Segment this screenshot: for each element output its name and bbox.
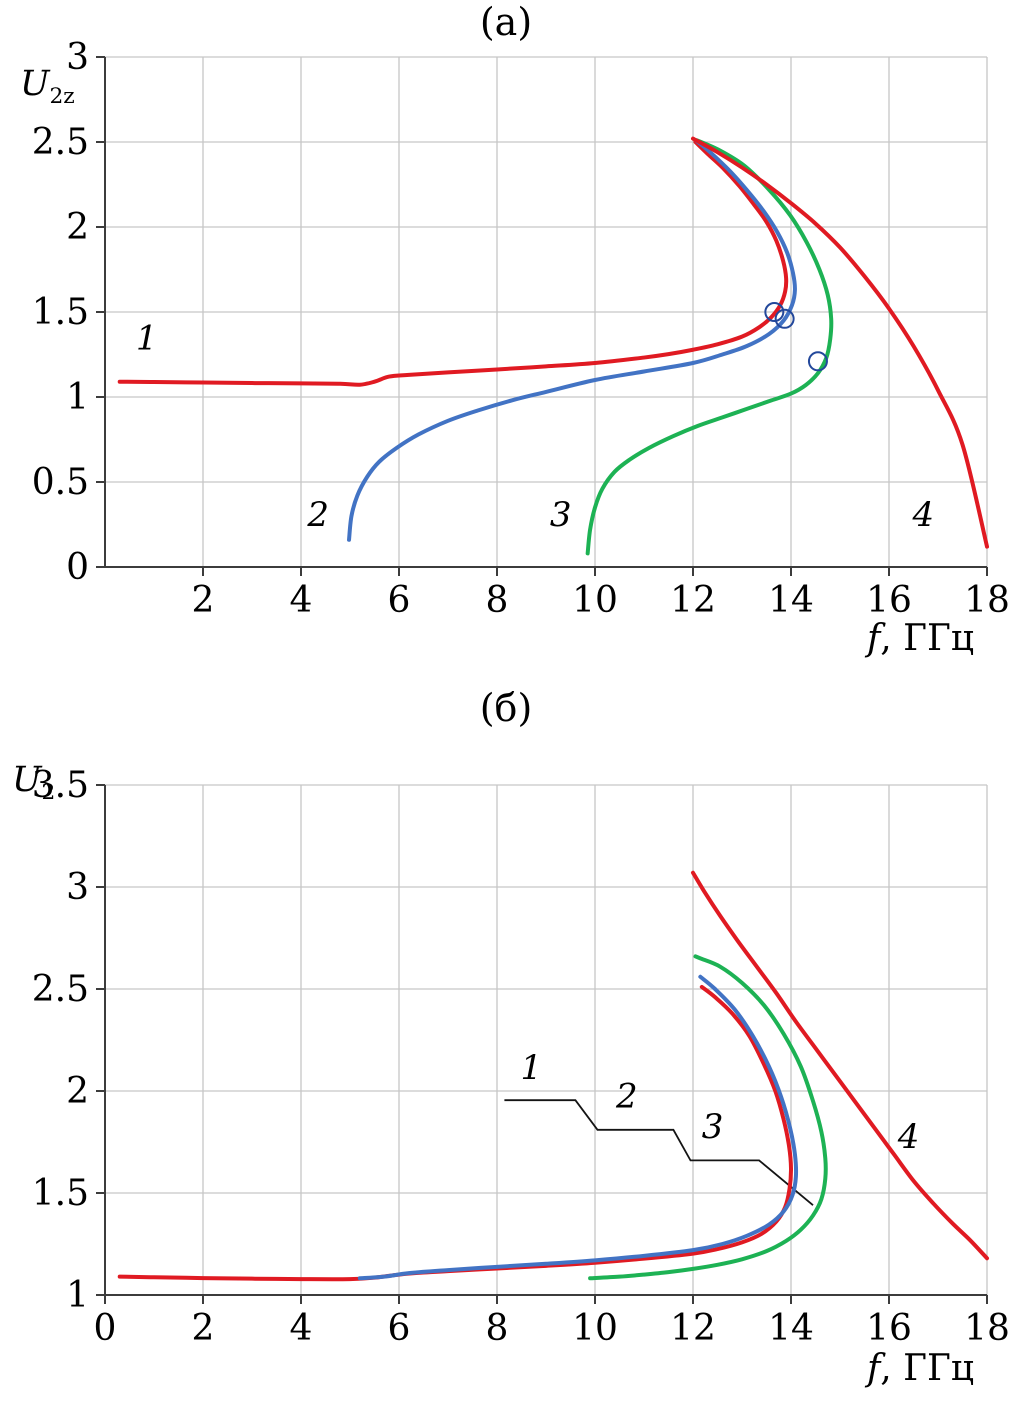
curve-number-label: 4	[897, 1117, 920, 1157]
x-tick-label: 8	[486, 580, 509, 621]
chart-a-block: 2 4 6 8 10 12 14 16 18 0 0.5 1 1.5 2 2.5 3 1 2 3 4 (а) U2z …	[0, 0, 1012, 660]
x-tick-label: 10	[572, 580, 618, 621]
x-tick-label: 18	[964, 1308, 1010, 1349]
chart-b-title: (б)	[479, 686, 533, 730]
x-tick-label: 16	[866, 1308, 912, 1349]
curve-number-label: 1	[520, 1048, 542, 1088]
x-tick-label: 0	[94, 1308, 117, 1349]
y-tick-label: 2	[66, 1071, 89, 1112]
x-tick-label: 14	[768, 1308, 814, 1349]
y-tick-label: 2.5	[32, 122, 89, 163]
x-tick-label: 8	[486, 1308, 509, 1349]
x-tick-label: 6	[388, 1308, 411, 1349]
series-curve-4	[691, 136, 989, 549]
curve-number-label: 1	[136, 318, 158, 358]
series-curve-4	[691, 870, 989, 1261]
curve-number-label: 2	[306, 495, 329, 535]
series-curve-3	[588, 954, 828, 1281]
x-tick-label: 6	[388, 580, 411, 621]
y-tick-label: 1.5	[32, 292, 89, 333]
x-tick-label: 18	[964, 580, 1010, 621]
x-label-symbol: f	[866, 618, 881, 659]
x-label-units: , ГГц	[880, 1348, 974, 1389]
chart-b-x-axis-label: f, ГГц	[867, 1348, 974, 1389]
x-tick-label: 12	[670, 1308, 716, 1349]
y-tick-label: 1.5	[32, 1173, 89, 1214]
y-tick-label: 0.5	[32, 462, 89, 503]
x-tick-label: 16	[866, 580, 912, 621]
data-point-circle-marker	[774, 308, 795, 329]
series-curve-2	[347, 138, 797, 542]
series-curve-3	[585, 138, 834, 556]
x-tick-label: 4	[290, 1308, 313, 1349]
series-curve-1	[117, 140, 789, 387]
y-tick-label: 1	[66, 377, 89, 418]
chart-b-y-axis-label: U2	[12, 760, 55, 805]
data-point-circle-marker	[764, 302, 785, 322]
x-tick-label: 2	[192, 580, 215, 621]
chart-a-title: (а)	[479, 0, 533, 44]
y-tick-label: 2.5	[32, 969, 89, 1010]
y-tick-label: 0	[66, 547, 89, 588]
y-label-symbol: U	[20, 64, 50, 104]
chart-b-block: 0 2 4 6 8 10 12 14 16 18 1 1.5 2 2.5 3 3.5 1 2 3 4 (б) U2 f…	[0, 660, 1012, 1403]
x-tick-label: 14	[768, 580, 814, 621]
y-label-subscript: 2	[41, 780, 56, 805]
chart-a-y-axis-label: U2z	[20, 64, 75, 109]
y-tick-label: 1	[66, 1275, 89, 1316]
data-point-circle-marker	[807, 351, 828, 372]
curve-number-label: 4	[911, 495, 934, 535]
y-tick-label: 3.5	[32, 765, 89, 806]
y-label-subscript: 2z	[49, 84, 75, 109]
y-tick-label: 3	[66, 37, 89, 78]
x-label-symbol: f	[866, 1348, 881, 1389]
x-tick-label: 2	[192, 1308, 215, 1349]
y-label-symbol: U	[12, 760, 42, 800]
curve-number-label: 2	[615, 1076, 638, 1116]
x-tick-label: 4	[290, 580, 313, 621]
chart-a-x-axis-label: f, ГГц	[867, 618, 974, 659]
curve-number-label: 3	[702, 1107, 724, 1147]
y-tick-label: 2	[66, 207, 89, 248]
series-curve-2	[357, 974, 799, 1281]
series-curve-1	[117, 984, 794, 1282]
x-label-units: , ГГц	[880, 618, 974, 659]
curve-number-label: 3	[550, 495, 572, 535]
annotation-leader-line	[504, 1099, 814, 1206]
x-tick-label: 10	[572, 1308, 618, 1349]
x-tick-label: 12	[670, 580, 716, 621]
y-tick-label: 3	[66, 867, 89, 908]
